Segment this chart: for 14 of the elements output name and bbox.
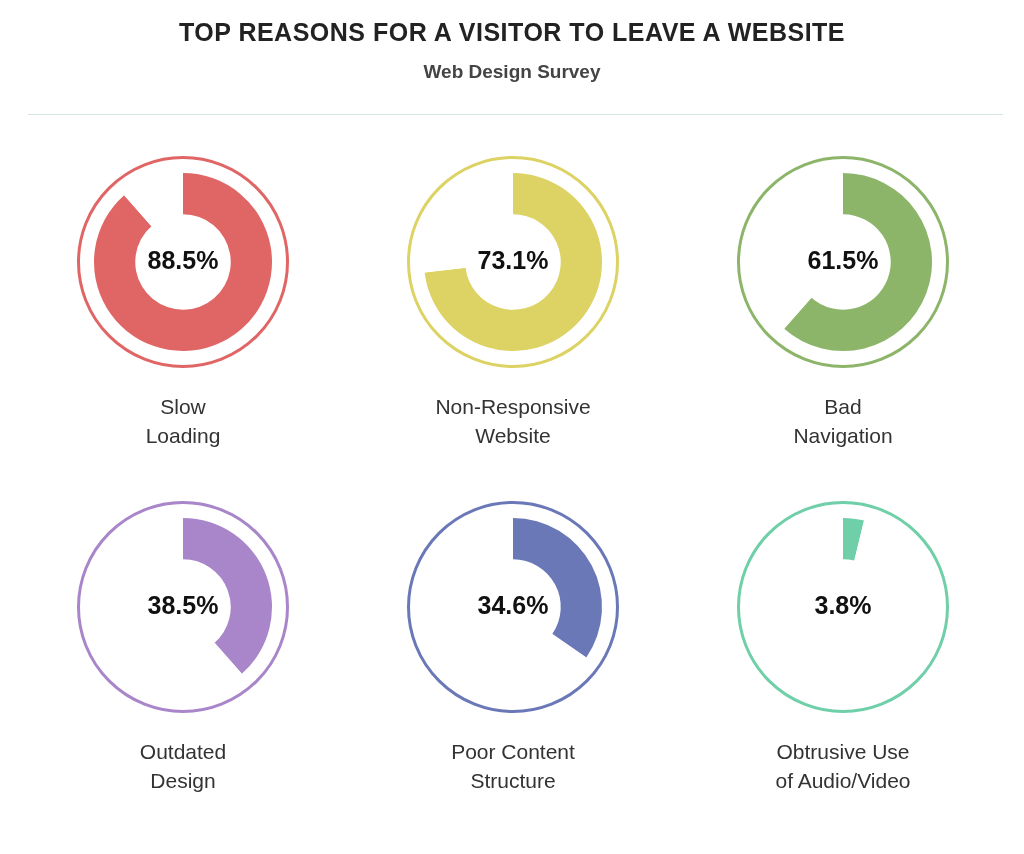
data-label: 88.5% [147,245,219,274]
data-label: 61.5% [807,245,879,274]
data-label: 38.5% [147,590,219,619]
text: Web Design Survey [422,61,602,83]
data-label: 73.1% [477,245,549,274]
text: Obtrusive Use of Audio/Video [775,739,911,794]
data-label: 3.8% [814,590,872,619]
text: Poor Content Structure [451,739,575,794]
text: Outdated Design [139,739,227,794]
text: TOP REASONS FOR A VISITOR TO LEAVE A WEBSITE [177,18,847,47]
text: Bad Navigation [793,394,893,449]
text: Non-Responsive Website [435,394,591,449]
data-label: 34.6% [477,590,549,619]
text: Slow Loading [145,394,221,449]
